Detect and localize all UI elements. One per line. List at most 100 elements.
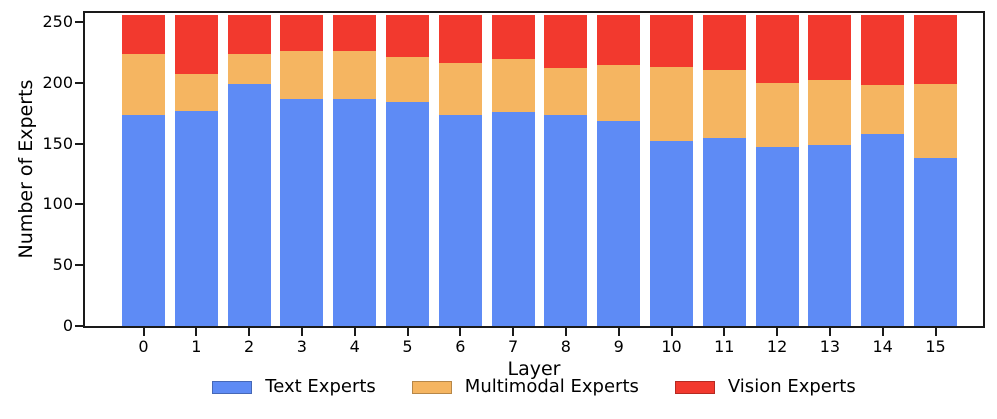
legend-label: Multimodal Experts <box>464 376 639 397</box>
x-tick-label-11: 11 <box>714 337 735 356</box>
x-tick-label-15: 15 <box>925 337 946 356</box>
x-tick-mark-5 <box>406 328 409 336</box>
x-tick-label-12: 12 <box>766 337 788 356</box>
x-tick-mark-6 <box>459 328 462 336</box>
bar-segment-vision-experts-layer-0 <box>122 14 165 54</box>
bar-segment-text-experts-layer-3 <box>280 98 324 326</box>
x-tick-label-5: 5 <box>402 337 413 356</box>
y-tick-mark-0 <box>75 325 83 327</box>
bar-segment-text-experts-layer-9 <box>597 120 641 326</box>
bar-segment-text-experts-layer-0 <box>122 114 165 326</box>
x-tick-mark-0 <box>142 328 145 336</box>
plot-area <box>83 11 985 328</box>
y-axis-label: Number of Experts <box>15 79 37 259</box>
y-tick-mark-150 <box>75 142 83 145</box>
bar-layer-3 <box>280 14 324 326</box>
bar-segment-text-experts-layer-15 <box>914 158 957 326</box>
bar-layer-8 <box>544 14 588 326</box>
bar-segment-multimodal-experts-layer-2 <box>227 53 271 85</box>
x-tick-mark-1 <box>195 328 198 336</box>
x-tick-mark-4 <box>353 328 356 336</box>
legend-label: Vision Experts <box>727 376 856 397</box>
legend: Text Experts Multimodal Experts Vision Exp… <box>83 377 985 397</box>
bar-layer-9 <box>597 14 641 326</box>
x-tick-mark-14 <box>881 328 884 336</box>
bar-segment-text-experts-layer-12 <box>755 147 799 326</box>
bar-segment-text-experts-layer-2 <box>227 84 271 326</box>
x-tick-label-9: 9 <box>613 337 624 356</box>
bar-segment-vision-experts-layer-11 <box>702 14 746 70</box>
x-tick-mark-15 <box>934 328 937 336</box>
bar-segment-text-experts-layer-11 <box>702 137 746 326</box>
legend-swatch-icon <box>411 380 452 394</box>
bar-segment-vision-experts-layer-2 <box>227 14 271 54</box>
bar-segment-multimodal-experts-layer-11 <box>702 69 746 138</box>
y-tick-label-50: 50 <box>52 255 73 275</box>
bar-segment-vision-experts-layer-10 <box>650 14 693 68</box>
bar-segment-multimodal-experts-layer-9 <box>597 64 641 121</box>
bar-segment-multimodal-experts-layer-7 <box>491 58 535 113</box>
x-tick-mark-2 <box>248 328 251 336</box>
y-tick-label-200: 200 <box>42 72 73 92</box>
legend-item-text-experts: Text Experts <box>212 377 376 397</box>
bar-segment-multimodal-experts-layer-4 <box>333 51 377 99</box>
x-tick-mark-7 <box>512 328 515 336</box>
bar-layer-5 <box>386 14 429 326</box>
legend-swatch-icon <box>212 380 253 394</box>
y-tick-mark-200 <box>75 81 83 84</box>
x-tick-label-10: 10 <box>661 337 682 356</box>
bar-segment-multimodal-experts-layer-1 <box>174 74 218 111</box>
legend-item-multimodal-experts: Multimodal Experts <box>411 376 639 397</box>
bar-segment-text-experts-layer-4 <box>333 98 377 326</box>
bar-layer-11 <box>702 14 746 326</box>
x-tick-label-3: 3 <box>296 337 307 356</box>
bar-layer-15 <box>914 14 957 326</box>
bars-container <box>85 13 983 326</box>
y-tick-label-0: 0 <box>62 316 73 335</box>
bar-segment-multimodal-experts-layer-8 <box>544 68 588 115</box>
bar-layer-7 <box>491 14 535 326</box>
bar-segment-multimodal-experts-layer-15 <box>914 84 957 159</box>
x-tick-label-7: 7 <box>508 337 519 356</box>
bar-segment-vision-experts-layer-7 <box>491 14 535 59</box>
bar-segment-text-experts-layer-6 <box>438 114 482 326</box>
legend-item-vision-experts: Vision Experts <box>674 376 856 397</box>
bar-segment-text-experts-layer-13 <box>808 144 852 326</box>
x-tick-label-13: 13 <box>819 337 841 356</box>
bar-layer-6 <box>438 14 482 326</box>
bar-segment-vision-experts-layer-6 <box>438 14 482 64</box>
bar-segment-vision-experts-layer-8 <box>544 14 588 69</box>
bar-segment-text-experts-layer-1 <box>174 110 218 326</box>
bar-layer-0 <box>122 14 165 326</box>
bar-segment-text-experts-layer-10 <box>650 141 693 326</box>
bar-segment-vision-experts-layer-9 <box>597 14 641 65</box>
bar-segment-vision-experts-layer-5 <box>386 14 429 58</box>
bar-segment-text-experts-layer-7 <box>491 112 535 326</box>
x-tick-label-8: 8 <box>560 337 571 356</box>
bar-layer-1 <box>174 14 218 326</box>
x-tick-mark-8 <box>564 328 567 336</box>
x-tick-mark-3 <box>300 328 303 336</box>
bar-segment-vision-experts-layer-14 <box>861 14 905 86</box>
x-tick-label-6: 6 <box>455 337 466 356</box>
bar-segment-vision-experts-layer-3 <box>280 14 324 52</box>
bar-layer-10 <box>650 14 693 326</box>
bar-segment-multimodal-experts-layer-14 <box>861 85 905 134</box>
x-tick-mark-13 <box>828 328 831 336</box>
bar-segment-text-experts-layer-14 <box>861 133 905 326</box>
y-tick-label-250: 250 <box>42 12 73 32</box>
x-tick-mark-10 <box>670 328 673 336</box>
bar-segment-multimodal-experts-layer-0 <box>122 53 165 115</box>
legend-label: Text Experts <box>265 376 376 397</box>
bar-segment-text-experts-layer-5 <box>386 102 429 326</box>
bar-layer-13 <box>808 14 852 326</box>
bar-segment-multimodal-experts-layer-5 <box>386 57 429 103</box>
bar-layer-12 <box>755 14 799 326</box>
x-tick-label-1: 1 <box>191 337 202 356</box>
bar-layer-4 <box>333 14 377 326</box>
bar-segment-vision-experts-layer-12 <box>755 14 799 83</box>
y-tick-mark-250 <box>75 21 83 24</box>
bar-segment-vision-experts-layer-15 <box>914 14 957 85</box>
bar-segment-text-experts-layer-8 <box>544 114 588 326</box>
